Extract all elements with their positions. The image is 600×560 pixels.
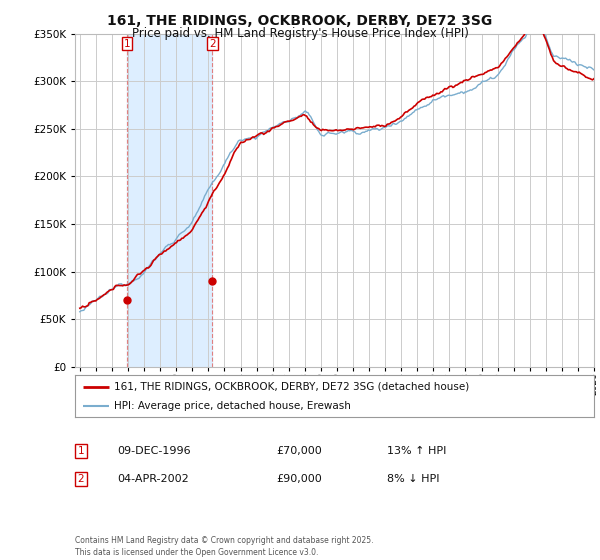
Text: Contains HM Land Registry data © Crown copyright and database right 2025.
This d: Contains HM Land Registry data © Crown c…: [75, 536, 373, 557]
Text: 161, THE RIDINGS, OCKBROOK, DERBY, DE72 3SG: 161, THE RIDINGS, OCKBROOK, DERBY, DE72 …: [107, 14, 493, 28]
Text: Price paid vs. HM Land Registry's House Price Index (HPI): Price paid vs. HM Land Registry's House …: [131, 27, 469, 40]
Text: £90,000: £90,000: [276, 474, 322, 484]
Text: 04-APR-2002: 04-APR-2002: [117, 474, 189, 484]
Text: 1: 1: [124, 39, 130, 49]
Bar: [127, 34, 212, 367]
Text: 1: 1: [77, 446, 85, 456]
Text: 2: 2: [77, 474, 85, 484]
Text: HPI: Average price, detached house, Erewash: HPI: Average price, detached house, Erew…: [114, 402, 351, 411]
Text: 8% ↓ HPI: 8% ↓ HPI: [387, 474, 439, 484]
Text: 09-DEC-1996: 09-DEC-1996: [117, 446, 191, 456]
Text: 13% ↑ HPI: 13% ↑ HPI: [387, 446, 446, 456]
Text: 161, THE RIDINGS, OCKBROOK, DERBY, DE72 3SG (detached house): 161, THE RIDINGS, OCKBROOK, DERBY, DE72 …: [114, 382, 469, 392]
Text: £70,000: £70,000: [276, 446, 322, 456]
Text: 2: 2: [209, 39, 215, 49]
